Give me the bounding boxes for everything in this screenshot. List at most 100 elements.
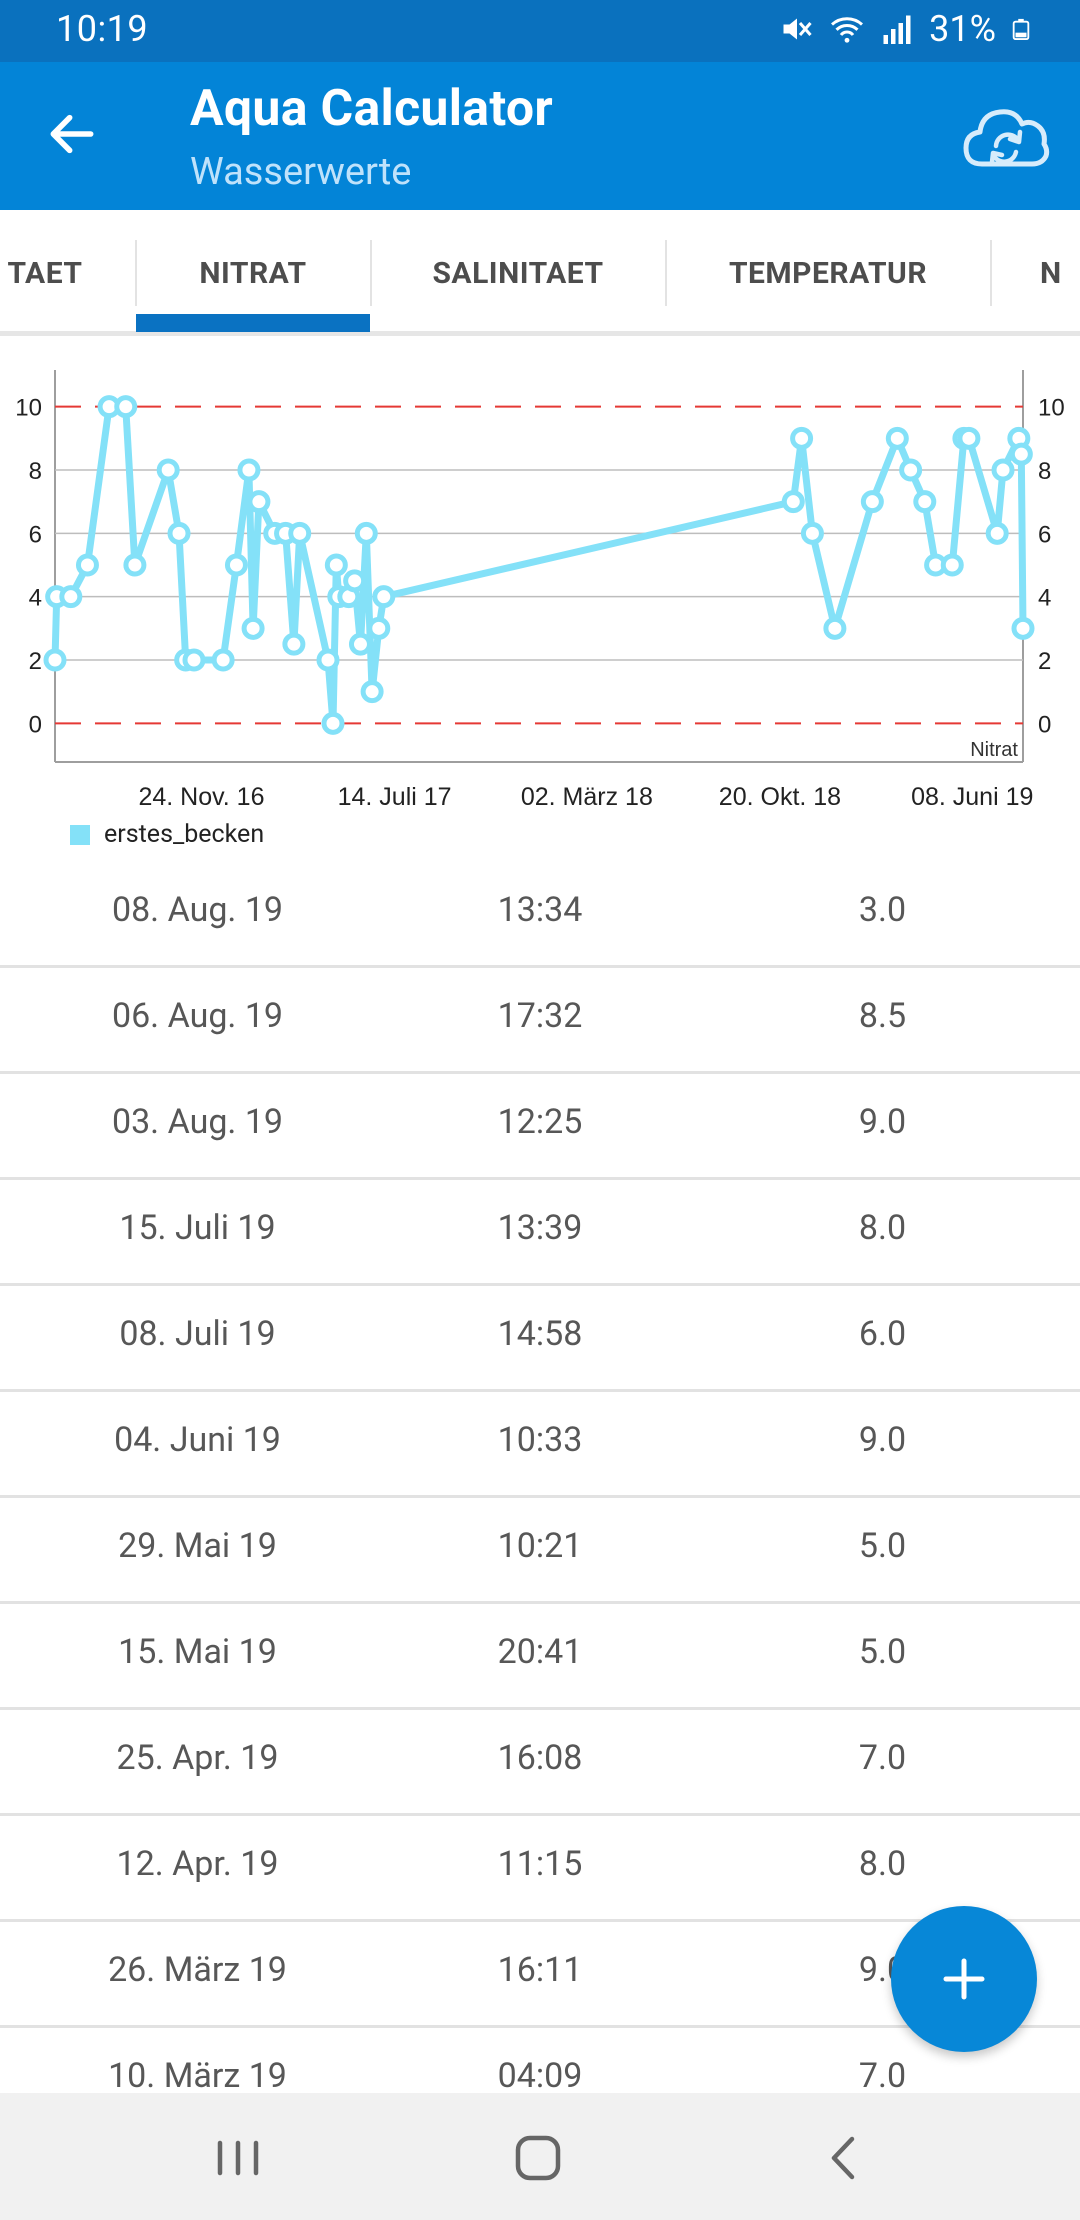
- date-cell: 15. Juli 19: [119, 1208, 276, 1248]
- date-cell: 12. Apr. 19: [116, 1844, 279, 1884]
- table-row[interactable]: 25. Apr. 19 16:08 7.0: [0, 1710, 1080, 1816]
- tab-label: NITRAT: [199, 255, 307, 291]
- legend-swatch: [70, 824, 90, 845]
- date-cell: 03. Aug. 19: [111, 1102, 284, 1142]
- data-point: [282, 632, 306, 656]
- date-cell: 25. Apr. 19: [116, 1738, 279, 1778]
- table-row[interactable]: 12. Apr. 19 11:15 8.0: [0, 1816, 1080, 1922]
- time-cell: 17:32: [497, 996, 583, 1036]
- data-point: [348, 632, 372, 656]
- table-row[interactable]: 08. Juli 19 14:58 6.0: [0, 1286, 1080, 1392]
- tab-divider: [135, 240, 137, 306]
- nitrat-chart: 0 0 2 2 4 4 6 6 8 8 10 10 24. Nov. 16 14. Juli 17 02. …: [0, 345, 1080, 865]
- data-point: [885, 426, 909, 450]
- plus-icon: [943, 1958, 985, 2000]
- time-cell: 12:25: [497, 1102, 583, 1142]
- status-bar: 10:19 31%: [0, 0, 1080, 62]
- time-cell: 10:21: [497, 1526, 583, 1566]
- y-tick-label-right: 2: [1038, 648, 1051, 675]
- tab-divider: [990, 240, 992, 306]
- value-cell: 7.0: [858, 1738, 907, 1778]
- time-cell: 14:58: [497, 1314, 583, 1354]
- table-row[interactable]: 04. Juni 19 10:33 9.0: [0, 1392, 1080, 1498]
- tab-salinitaet[interactable]: SALINITAET: [372, 210, 664, 336]
- value-cell: 8.0: [858, 1844, 907, 1884]
- y-tick-label-right: 4: [1038, 585, 1051, 612]
- data-point: [237, 458, 261, 482]
- time-cell: 13:39: [497, 1208, 583, 1248]
- add-measurement-button[interactable]: [891, 1906, 1037, 2052]
- table-row[interactable]: 08. Aug. 19 13:34 3.0: [0, 862, 1080, 968]
- table-row[interactable]: 15. Juli 19 13:39 8.0: [0, 1180, 1080, 1286]
- value-cell: 3.0: [858, 890, 907, 930]
- value-cell: 7.0: [858, 2056, 907, 2096]
- tab-nitrat[interactable]: NITRAT: [136, 210, 370, 336]
- mute-icon: [783, 18, 812, 40]
- data-point: [167, 521, 191, 545]
- wifi-icon: [831, 17, 864, 43]
- tab-divider: [665, 240, 667, 306]
- x-tick-label: 20. Okt. 18: [719, 783, 841, 811]
- battery-percentage: 31%: [929, 8, 996, 50]
- recent-apps-icon[interactable]: [208, 2129, 268, 2187]
- data-point: [59, 585, 83, 609]
- battery-icon: [1012, 18, 1030, 40]
- time-cell: 20:41: [497, 1632, 583, 1672]
- date-cell: 08. Juli 19: [119, 1314, 276, 1354]
- data-point: [790, 426, 814, 450]
- date-cell: 26. März 19: [108, 1950, 287, 1990]
- home-icon[interactable]: [508, 2129, 568, 2187]
- tab-label: N: [1040, 255, 1062, 291]
- status-icons: 31%: [779, 8, 1032, 50]
- table-row[interactable]: 06. Aug. 19 17:32 8.5: [0, 968, 1080, 1074]
- y-tick-label-right: 6: [1038, 521, 1051, 548]
- tab-divider: [370, 240, 372, 306]
- table-row[interactable]: 03. Aug. 19 12:25 9.0: [0, 1074, 1080, 1180]
- data-point: [343, 569, 367, 593]
- y-tick-label-right: 0: [1038, 711, 1051, 738]
- tab-partial[interactable]: N: [1040, 210, 1080, 336]
- tab-temperatur[interactable]: TEMPERATUR: [667, 210, 989, 336]
- status-time: 10:19: [56, 8, 149, 50]
- tab-taet[interactable]: TAET: [0, 210, 100, 336]
- data-point: [781, 490, 805, 514]
- cloud-sync-icon[interactable]: [960, 100, 1050, 174]
- data-point: [367, 616, 391, 640]
- data-point: [1009, 442, 1033, 466]
- data-point: [247, 490, 271, 514]
- data-point: [114, 395, 138, 419]
- data-point: [360, 680, 384, 704]
- y-tick-label-left: 2: [29, 648, 42, 675]
- data-point: [991, 458, 1015, 482]
- y-tick-label-left: 0: [29, 711, 42, 738]
- data-point: [940, 553, 964, 577]
- y-tick-label-left: 6: [29, 521, 42, 548]
- time-cell: 11:15: [497, 1844, 583, 1884]
- data-point: [899, 458, 923, 482]
- data-point: [324, 553, 348, 577]
- data-point: [913, 490, 937, 514]
- table-row[interactable]: 15. Mai 19 20:41 5.0: [0, 1604, 1080, 1710]
- time-cell: 16:08: [497, 1738, 583, 1778]
- date-cell: 10. März 19: [108, 2056, 287, 2096]
- tab-label: SALINITAET: [432, 255, 604, 291]
- data-point: [823, 616, 847, 640]
- time-cell: 04:09: [497, 2056, 583, 2096]
- date-cell: 08. Aug. 19: [111, 890, 284, 930]
- value-cell: 9.0: [858, 1102, 907, 1142]
- table-row[interactable]: 29. Mai 19 10:21 5.0: [0, 1498, 1080, 1604]
- value-cell: 6.0: [858, 1314, 907, 1354]
- back-arrow-icon[interactable]: [44, 106, 100, 162]
- back-icon[interactable]: [814, 2129, 874, 2187]
- x-tick-label: 08. Juni 19: [911, 783, 1033, 811]
- app-title: Aqua Calculator: [190, 80, 554, 138]
- date-cell: 06. Aug. 19: [111, 996, 284, 1036]
- time-cell: 13:34: [497, 890, 583, 930]
- data-point: [1011, 616, 1035, 640]
- data-point: [957, 426, 981, 450]
- table-row[interactable]: 26. März 19 16:11 9.0: [0, 1922, 1080, 2028]
- value-cell: 8.5: [858, 996, 907, 1036]
- chart-svg: 0 0 2 2 4 4 6 6 8 8 10 10 24. Nov. 16 14. Juli 17 02. …: [15, 370, 1065, 811]
- data-point: [211, 648, 235, 672]
- y-tick-label-right: 8: [1038, 458, 1051, 485]
